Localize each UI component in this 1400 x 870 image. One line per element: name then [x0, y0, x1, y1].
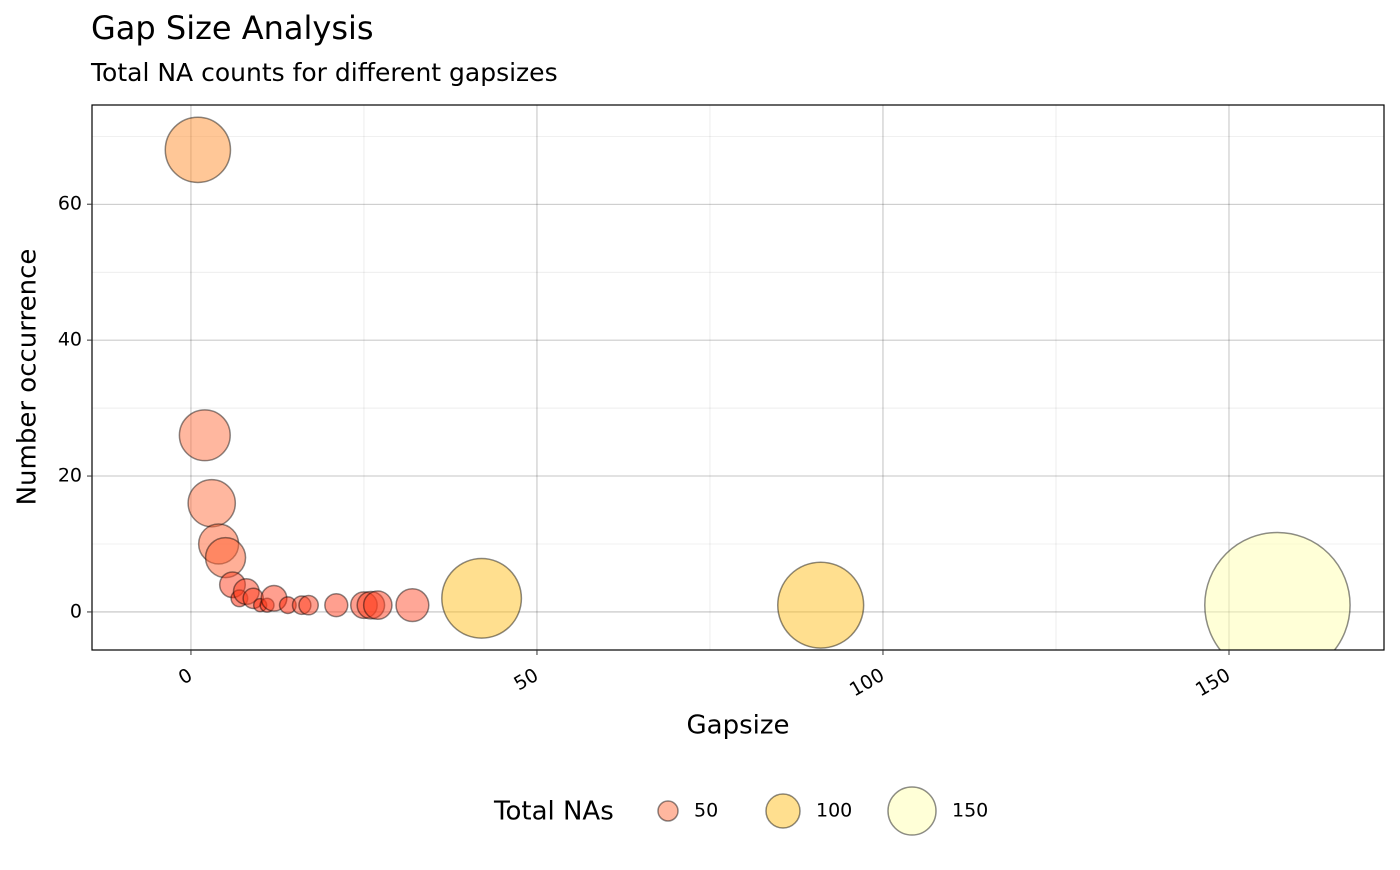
legend-label: 50 [694, 800, 718, 822]
bubble [362, 590, 393, 621]
legend-title: Total NAs [493, 797, 614, 827]
x-tick-label: 100 [846, 664, 888, 701]
plot-area [92, 105, 1384, 650]
x-axis-label: Gapsize [687, 711, 790, 741]
x-tick-label: 150 [1192, 664, 1234, 701]
bubble [441, 557, 523, 639]
panel-border [91, 104, 1385, 651]
x-tick-label: 50 [510, 664, 542, 695]
bubble [324, 592, 349, 618]
y-tick-label: 40 [58, 329, 82, 351]
bubble [178, 409, 231, 462]
bubble [395, 587, 430, 623]
x-tick-label: 0 [175, 664, 196, 689]
chart-subtitle: Total NA counts for different gapsizes [90, 58, 558, 87]
chart-title: Gap Size Analysis [91, 9, 374, 47]
bubble [164, 116, 232, 184]
y-tick-label: 20 [58, 465, 82, 487]
legend-label: 150 [952, 800, 988, 822]
legend-label: 100 [816, 800, 852, 822]
y-axis-label: Number occurrence [13, 249, 43, 506]
y-tick-label: 0 [70, 600, 82, 622]
legend-key [657, 800, 679, 822]
legend-key [887, 786, 937, 836]
bubble [298, 594, 320, 616]
y-tick-label: 60 [58, 193, 82, 215]
bubble [187, 478, 237, 528]
bubble [776, 561, 865, 649]
legend-key [765, 793, 801, 829]
bubble [204, 536, 247, 579]
bubble [1204, 531, 1351, 650]
